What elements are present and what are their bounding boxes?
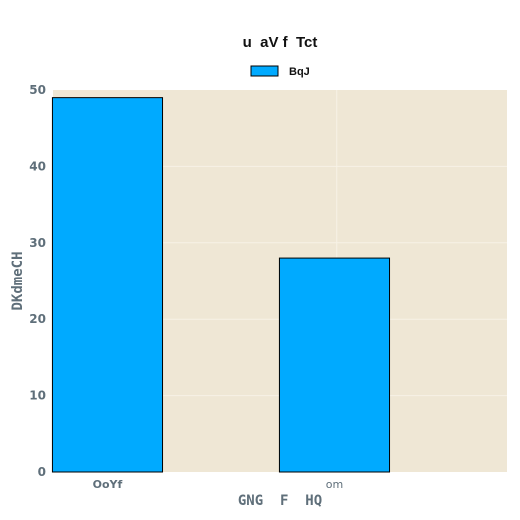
y-tick-label: 40 [29, 159, 46, 173]
x-axis-label: GNG F HQ [238, 493, 322, 509]
x-axis-ticks: OoYf om [93, 478, 344, 491]
bar-om [278, 257, 391, 473]
legend-label: BqJ [289, 66, 310, 78]
chart-title: u aV f Tct [243, 34, 318, 51]
y-tick-label: 20 [29, 312, 46, 326]
legend: BqJ [250, 65, 310, 78]
bar-OoYf [51, 97, 164, 473]
bars [51, 97, 391, 473]
y-tick-label: 50 [29, 83, 46, 97]
x-tick-label: OoYf [93, 478, 123, 491]
y-tick-label: 0 [38, 465, 46, 479]
y-axis-label: DKdmeCH [10, 251, 26, 310]
y-tick-label: 30 [29, 236, 46, 250]
y-axis-ticks: 0 10 20 30 40 50 [29, 83, 46, 479]
x-tick-label: om [326, 478, 343, 491]
legend-swatch [250, 65, 279, 77]
y-tick-label: 10 [29, 389, 46, 403]
